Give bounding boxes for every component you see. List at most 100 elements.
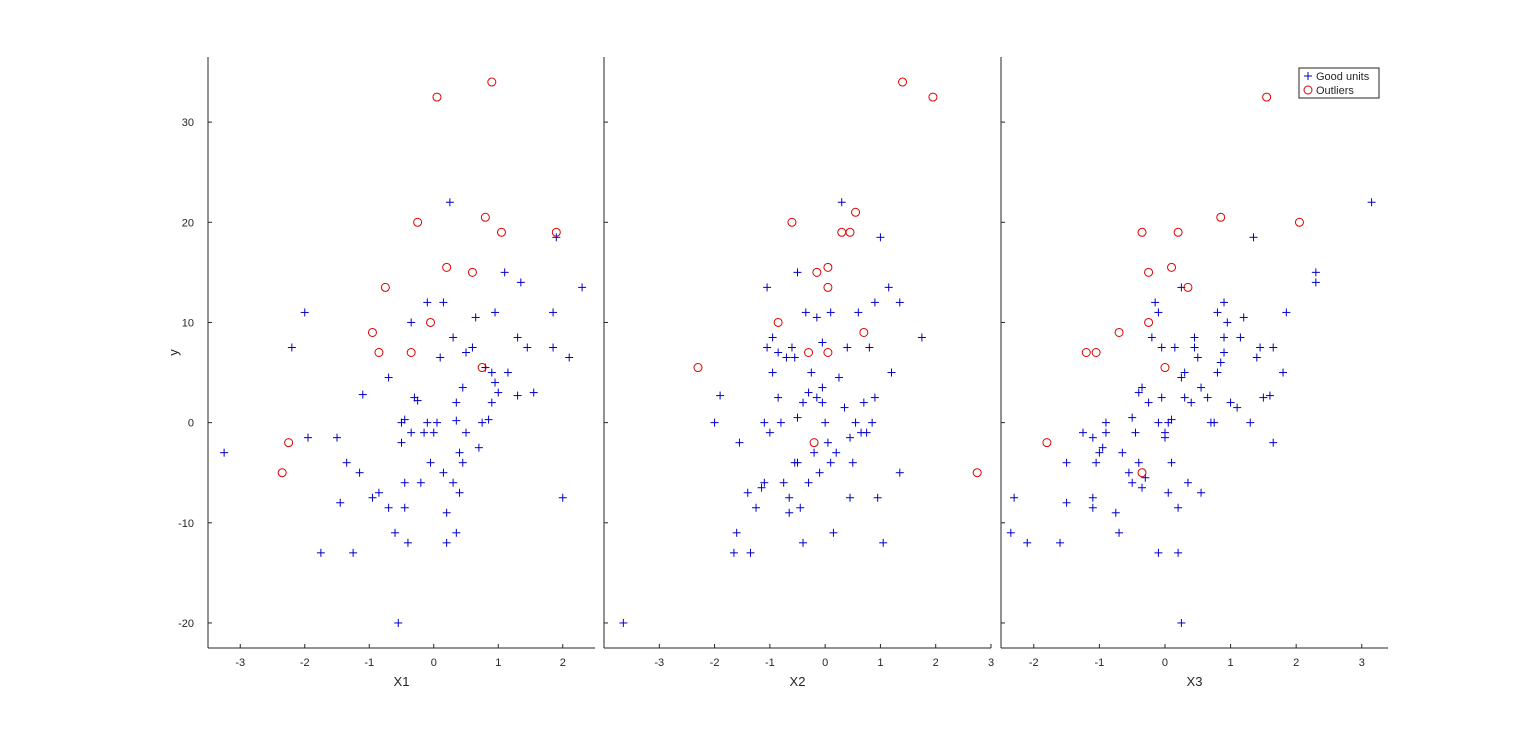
legend-label: Good units — [1316, 71, 1370, 83]
good-unit-point — [374, 488, 383, 497]
good-unit-point — [787, 343, 796, 352]
good-unit-point — [779, 478, 788, 487]
y-tick-label: 10 — [182, 317, 194, 329]
good-unit-point — [785, 493, 794, 502]
good-unit-point — [868, 418, 877, 427]
good-unit-point — [487, 368, 496, 377]
good-unit-point — [1154, 548, 1163, 557]
good-unit-point — [316, 548, 325, 557]
good-unit-point — [846, 493, 855, 502]
good-unit-point — [1134, 458, 1143, 467]
x-tick-label: 0 — [1162, 657, 1168, 669]
good-unit-point — [436, 353, 445, 362]
good-unit-point — [1167, 458, 1176, 467]
good-unit-point — [823, 438, 832, 447]
good-unit-point — [426, 458, 435, 467]
outlier-point — [374, 348, 384, 357]
good-unit-point — [793, 458, 802, 467]
good-unit-point — [1095, 448, 1104, 457]
good-unit-point — [1144, 398, 1153, 407]
good-unit-point — [1180, 393, 1189, 402]
good-unit-point — [1167, 415, 1176, 424]
good-unit-point — [1006, 528, 1015, 537]
good-unit-point — [1311, 278, 1320, 287]
good-unit-point — [917, 333, 926, 342]
outlier-point — [426, 317, 436, 327]
good-unit-point — [752, 503, 761, 512]
good-unit-point — [429, 428, 438, 437]
good-unit-point — [812, 393, 821, 402]
good-unit-point — [1138, 383, 1147, 392]
good-unit-point — [757, 483, 766, 492]
good-unit-point — [423, 418, 432, 427]
y-tick-label: -20 — [178, 618, 194, 630]
x-tick-label: -3 — [654, 657, 664, 669]
good-unit-point — [1183, 478, 1192, 487]
good-unit-point — [818, 338, 827, 347]
good-unit-point — [887, 368, 896, 377]
good-unit-point — [760, 418, 769, 427]
good-unit-point — [455, 448, 464, 457]
good-unit-point — [484, 415, 493, 424]
good-unit-point — [1164, 488, 1173, 497]
good-unit-point — [1111, 508, 1120, 517]
good-unit-point — [349, 548, 358, 557]
good-unit-point — [854, 308, 863, 317]
good-unit-point — [1101, 428, 1110, 437]
good-unit-point — [1282, 308, 1291, 317]
legend-label: Outliers — [1316, 85, 1354, 97]
good-unit-point — [1010, 493, 1019, 502]
outlier-point — [277, 468, 287, 478]
good-unit-point — [500, 268, 509, 277]
y-tick-label: -10 — [178, 518, 194, 530]
good-unit-point — [1265, 391, 1274, 400]
outlier-point — [1216, 212, 1226, 222]
good-unit-point — [765, 428, 774, 437]
good-unit-point — [503, 368, 512, 377]
good-unit-point — [834, 373, 843, 382]
good-unit-point — [832, 448, 841, 457]
outlier-point — [551, 227, 561, 237]
outlier-point — [823, 348, 833, 357]
good-unit-point — [413, 396, 422, 405]
outlier-point — [1160, 363, 1170, 373]
good-unit-point — [1174, 503, 1183, 512]
outlier-point — [1294, 217, 1304, 227]
good-unit-point — [1118, 448, 1127, 457]
good-unit-point — [397, 438, 406, 447]
good-unit-point — [1154, 418, 1163, 427]
good-unit-point — [716, 391, 725, 400]
x-tick-label: 0 — [822, 657, 828, 669]
x-tick-label: 2 — [1293, 657, 1299, 669]
good-unit-point — [1249, 233, 1258, 242]
outlier-point — [477, 363, 487, 373]
good-unit-point — [407, 428, 416, 437]
good-unit-point — [895, 468, 904, 477]
good-unit-point — [400, 415, 409, 424]
good-unit-point — [549, 308, 558, 317]
good-unit-point — [384, 373, 393, 382]
good-unit-point — [1151, 298, 1160, 307]
good-unit-point — [1157, 393, 1166, 402]
good-unit-point — [735, 438, 744, 447]
good-unit-point — [1092, 458, 1101, 467]
outlier-point — [812, 267, 822, 277]
good-unit-point — [776, 418, 785, 427]
legend-box — [1298, 67, 1380, 99]
x-tick-label: -3 — [235, 657, 245, 669]
good-unit-point — [818, 398, 827, 407]
good-unit-point — [487, 398, 496, 407]
good-unit-point — [287, 343, 296, 352]
y-tick-label: 20 — [182, 217, 194, 229]
good-unit-point — [458, 383, 467, 392]
good-unit-point — [873, 493, 882, 502]
good-unit-point — [876, 233, 885, 242]
outlier-point — [823, 262, 833, 272]
good-unit-point — [1131, 428, 1140, 437]
good-unit-point — [452, 398, 461, 407]
x-tick-label: 1 — [1228, 657, 1234, 669]
good-unit-point — [804, 388, 813, 397]
good-unit-point — [1138, 483, 1147, 492]
good-unit-point — [1259, 393, 1268, 402]
